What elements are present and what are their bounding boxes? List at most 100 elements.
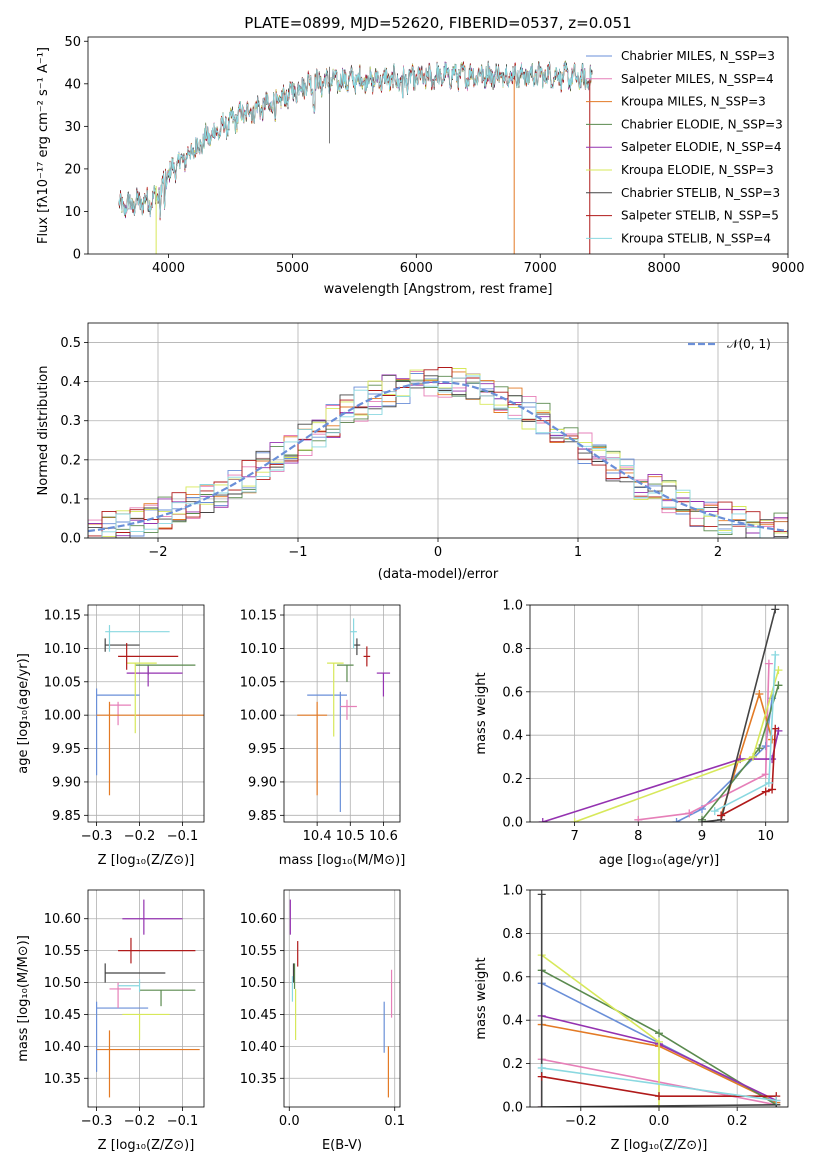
weight-line (720, 728, 777, 817)
weight-marker (537, 1063, 546, 1072)
y-tick-label: 0.5 (60, 336, 81, 351)
axes-frame (529, 604, 789, 823)
weight-series (710, 650, 780, 816)
weight-marker (710, 807, 719, 816)
weight-marker (655, 1037, 663, 1046)
weight-line (542, 730, 780, 822)
weight-marker (698, 818, 706, 822)
x-tick-label: 10.6 (369, 829, 398, 844)
y-tick-label: 10.45 (44, 1008, 81, 1023)
residuals-panel (84, 322, 789, 542)
weight-line (720, 691, 773, 816)
x-tick-label: 2 (714, 545, 722, 560)
weight-marker (755, 689, 764, 698)
gaussian-curve (87, 380, 789, 533)
y-tick-label: 10.35 (240, 1072, 277, 1087)
weight-marker (655, 1092, 663, 1101)
y-tick-label: 10.10 (240, 642, 277, 657)
data-point (126, 662, 157, 734)
y-tick-label: 10.00 (240, 709, 277, 724)
spectrum-line (118, 62, 593, 218)
data-point (95, 1001, 149, 1072)
x-tick-label: −0.1 (167, 829, 199, 844)
x-tick-label: 5000 (276, 261, 309, 276)
x-axis-label: Z [log₁₀(Z/Z⊙)] (98, 1138, 195, 1153)
y-tick-label: 0.8 (502, 927, 523, 942)
weight-series (538, 726, 783, 822)
weight-marker (772, 1096, 781, 1105)
x-tick-label: 7 (570, 829, 578, 844)
y-tick-label: 10.50 (240, 976, 277, 991)
weight-marker (748, 752, 757, 761)
y-tick-label: 10 (64, 205, 81, 220)
weight-marker (764, 659, 773, 668)
weight-line (541, 954, 660, 1107)
y-axis-label: mass [log₁₀(M/M⊙)] (16, 935, 31, 1062)
weight-marker (537, 1103, 546, 1107)
data-point (340, 699, 357, 720)
y-tick-label: 9.90 (52, 775, 81, 790)
weight-marker (761, 770, 770, 779)
x-tick-label: 9000 (771, 261, 804, 276)
axes-frame (283, 604, 401, 823)
x-tick-label: 0.2 (727, 1114, 748, 1129)
weight-marker (655, 1103, 663, 1107)
y-tick-label: 10.05 (240, 675, 277, 690)
y-tick-label: 0.0 (60, 532, 81, 547)
data-point (104, 638, 140, 652)
x-tick-label: 10.5 (336, 829, 365, 844)
y-tick-label: 9.90 (248, 775, 277, 790)
weight-marker (570, 818, 579, 822)
data-point (139, 989, 196, 1007)
x-axis-label: Z [log₁₀(Z/Z⊙)] (98, 853, 195, 868)
legend-entry: Chabrier ELODIE, N_SSP=3 (621, 117, 783, 131)
data-point (96, 701, 204, 796)
data-point (109, 701, 131, 726)
y-tick-label: 10.40 (240, 1040, 277, 1055)
x-axis-label: wavelength [Angstrom, rest frame] (324, 282, 553, 297)
y-tick-label: 10.45 (240, 1008, 277, 1023)
y-tick-label: 10.10 (44, 642, 81, 657)
y-tick-label: 0 (73, 248, 81, 263)
y-tick-label: 1.0 (502, 884, 523, 899)
y-tick-label: 20 (64, 162, 81, 177)
data-point (327, 662, 344, 737)
y-tick-label: 0.6 (502, 685, 523, 700)
weight-marker (774, 681, 783, 690)
weight-marker (774, 666, 783, 675)
legend-entry: Salpeter MILES, N_SSP=4 (621, 72, 774, 86)
y-axis-label: mass weight (474, 672, 489, 754)
weight-series (537, 1063, 781, 1105)
massweight-vs-age-panel (526, 604, 789, 826)
chart-title: PLATE=0899, MJD=52620, FIBERID=0537, z=0… (244, 14, 631, 32)
x-tick-label: 0.1 (384, 1114, 405, 1129)
data-point (363, 646, 371, 667)
data-point (337, 664, 354, 682)
y-axis-label: age [log₁₀(age/yr)] (16, 653, 31, 774)
x-tick-label: −0.2 (124, 1114, 156, 1129)
x-tick-label: 0.0 (279, 1114, 300, 1129)
x-tick-label: 10 (757, 829, 774, 844)
x-tick-label: 1 (574, 545, 582, 560)
data-point (122, 899, 183, 935)
y-tick-label: 10.35 (44, 1072, 81, 1087)
y-tick-label: 0.4 (502, 729, 523, 744)
legend-entry: Kroupa STELIB, N_SSP=4 (621, 231, 771, 245)
y-tick-label: 0.2 (502, 1057, 523, 1072)
y-tick-label: 0.4 (502, 1014, 523, 1029)
data-point (297, 701, 328, 796)
weight-marker (761, 787, 770, 796)
weight-marker (655, 1029, 663, 1038)
legend-entry: Kroupa MILES, N_SSP=3 (621, 95, 766, 109)
y-tick-label: 10.60 (44, 912, 81, 927)
x-tick-label: −0.2 (124, 829, 156, 844)
weight-series (537, 1072, 781, 1101)
x-tick-label: −0.3 (81, 1114, 113, 1129)
y-tick-label: 10.50 (44, 976, 81, 991)
legend-entry: Salpeter ELODIE, N_SSP=4 (621, 140, 782, 154)
weight-marker (634, 815, 643, 822)
age-vs-Z-panel (84, 604, 205, 826)
y-tick-label: 40 (64, 77, 81, 92)
y-tick-label: 10.00 (44, 709, 81, 724)
